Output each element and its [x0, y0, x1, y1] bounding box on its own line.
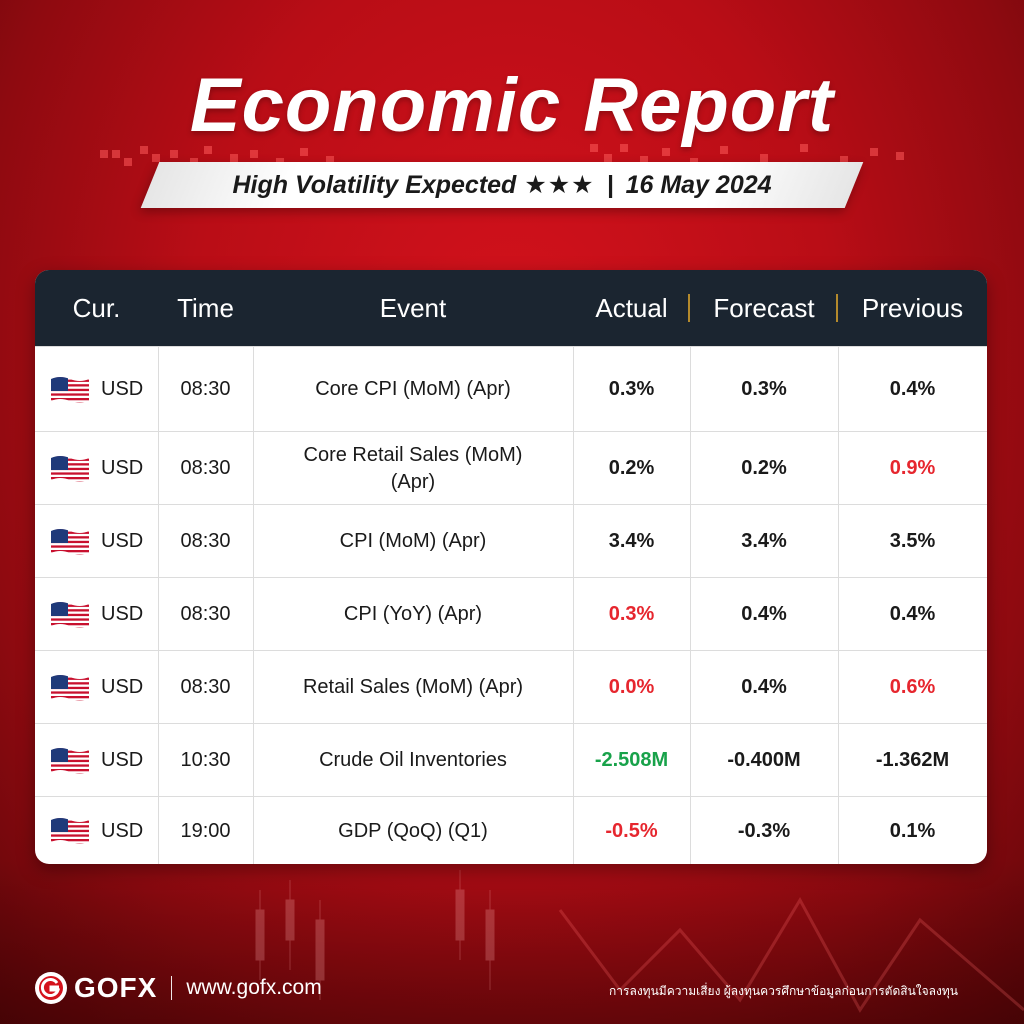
- us-flag-icon: [51, 455, 89, 482]
- cell-time: 08:30: [180, 530, 231, 552]
- table-row: USD 08:30 Core Retail Sales (MoM) (Apr) 0.2…: [35, 431, 987, 505]
- cell-previous: 0.9%: [889, 457, 936, 479]
- cell-currency: USD: [35, 651, 172, 724]
- cell-currency: USD: [35, 347, 172, 432]
- footer-separator: [171, 976, 173, 1000]
- website-link[interactable]: www.gofx.com: [186, 976, 322, 999]
- currency-label: USD: [101, 378, 144, 400]
- us-flag-icon: [51, 818, 89, 844]
- cell-actual: 0.0%: [608, 676, 655, 698]
- currency-label: USD: [101, 457, 144, 479]
- cell-actual: 0.3%: [608, 378, 655, 400]
- brand-logo-text: GOFX: [74, 972, 158, 1003]
- column-divider: [690, 346, 691, 864]
- economic-table: Cur. Time Event Actual Forecast Previous…: [35, 270, 987, 864]
- footer-brand: GOFX www.gofx.com: [34, 970, 322, 1006]
- candlestick-background-icon: [255, 870, 1024, 1013]
- cell-actual: -2.508M: [594, 749, 669, 771]
- us-flag-icon: [51, 674, 89, 701]
- cell-currency: USD: [35, 432, 172, 505]
- currency-label: USD: [101, 819, 144, 842]
- cell-forecast: -0.400M: [727, 749, 801, 771]
- column-divider: [158, 346, 159, 864]
- currency-label: USD: [101, 676, 144, 698]
- column-divider: [253, 346, 254, 864]
- us-flag-icon: [51, 528, 89, 555]
- header-time: Time: [177, 292, 234, 323]
- page-title: Economic Report: [189, 63, 835, 148]
- currency-label: USD: [101, 530, 144, 552]
- cell-actual: 3.4%: [608, 530, 655, 552]
- table-row: USD 08:30 Retail Sales (MoM) (Apr) 0.0% 0.4%…: [35, 650, 987, 724]
- cell-previous: 0.6%: [889, 676, 936, 698]
- table-row: USD 10:30 Crude Oil Inventories -2.508M -0.4…: [35, 723, 987, 797]
- cell-previous: -1.362M: [875, 749, 950, 771]
- cell-previous: 0.4%: [889, 378, 936, 400]
- header-previous: Previous: [861, 292, 964, 323]
- cell-forecast: 0.4%: [741, 603, 787, 625]
- cell-previous: 0.4%: [889, 603, 936, 625]
- cell-time: 10:30: [180, 749, 231, 771]
- cell-event: Core CPI (MoM) (Apr): [315, 378, 511, 400]
- cell-actual: -0.5%: [605, 819, 658, 842]
- background-shade: [0, 860, 1024, 1024]
- stars-rating: ★★★: [524, 171, 595, 199]
- cell-event: Crude Oil Inventories: [319, 749, 507, 771]
- table-row: USD 19:00 GDP (QoQ) (Q1) -0.5% -0.3% 0.1%: [35, 796, 987, 864]
- table-header: Cur. Time Event Actual Forecast Previous: [35, 270, 987, 346]
- cell-forecast: 3.4%: [741, 530, 787, 552]
- cell-event: Retail Sales (MoM) (Apr): [302, 676, 524, 698]
- header-actual: Actual: [595, 292, 668, 323]
- us-flag-icon: [51, 747, 89, 774]
- cell-event: GDP (QoQ) (Q1): [338, 819, 488, 842]
- cell-event: Core Retail Sales (MoM) (Apr): [303, 443, 523, 493]
- cell-previous: 0.1%: [889, 819, 936, 842]
- cell-actual: 0.2%: [608, 457, 655, 479]
- us-flag-icon: [51, 376, 89, 403]
- cell-time: 08:30: [180, 378, 231, 400]
- cell-event: CPI (YoY) (Apr): [343, 603, 483, 625]
- risk-disclaimer: การลงทุนมีความเสี่ยง ผู้ลงทุนควรศึกษาข้อ…: [609, 984, 958, 998]
- column-divider: [838, 346, 839, 864]
- subtitle-banner-text: High Volatility Expected ★★★ | 16 May 20…: [150, 162, 854, 208]
- cell-forecast: 0.2%: [741, 457, 787, 479]
- cell-time: 08:30: [180, 603, 231, 625]
- header-divider: [836, 294, 838, 322]
- column-divider: [573, 346, 574, 864]
- header-forecast: Forecast: [713, 292, 815, 323]
- cell-currency: USD: [35, 724, 172, 797]
- cell-currency: USD: [35, 578, 172, 651]
- header-divider: [688, 294, 690, 322]
- currency-label: USD: [101, 749, 144, 771]
- subtitle-text: High Volatility Expected: [232, 170, 517, 199]
- cell-event: CPI (MoM) (Apr): [339, 530, 487, 552]
- cell-forecast: -0.3%: [737, 819, 791, 842]
- header-cur: Cur.: [72, 292, 121, 323]
- table-row: USD 08:30 CPI (MoM) (Apr) 3.4% 3.4% 3.5%: [35, 504, 987, 578]
- report-date: 16 May 2024: [625, 170, 772, 199]
- cell-actual: 0.3%: [608, 603, 655, 625]
- table-row: USD 08:30 CPI (YoY) (Apr) 0.3% 0.4% 0.4%: [35, 577, 987, 651]
- cell-forecast: 0.3%: [741, 378, 787, 400]
- cell-time: 19:00: [180, 819, 231, 842]
- gofx-logo-icon: [35, 972, 67, 1004]
- table-row: USD 08:30 Core CPI (MoM) (Apr) 0.3% 0.3% 0.4%: [35, 346, 987, 432]
- header-event: Event: [379, 292, 447, 323]
- cell-currency: USD: [35, 505, 172, 578]
- cell-time: 08:30: [180, 676, 231, 698]
- cell-previous: 3.5%: [889, 530, 936, 552]
- currency-label: USD: [101, 603, 144, 625]
- us-flag-icon: [51, 601, 89, 628]
- cell-forecast: 0.4%: [741, 676, 787, 698]
- cell-currency: USD: [35, 797, 172, 864]
- cell-time: 08:30: [180, 457, 231, 479]
- subtitle-separator: |: [606, 170, 614, 199]
